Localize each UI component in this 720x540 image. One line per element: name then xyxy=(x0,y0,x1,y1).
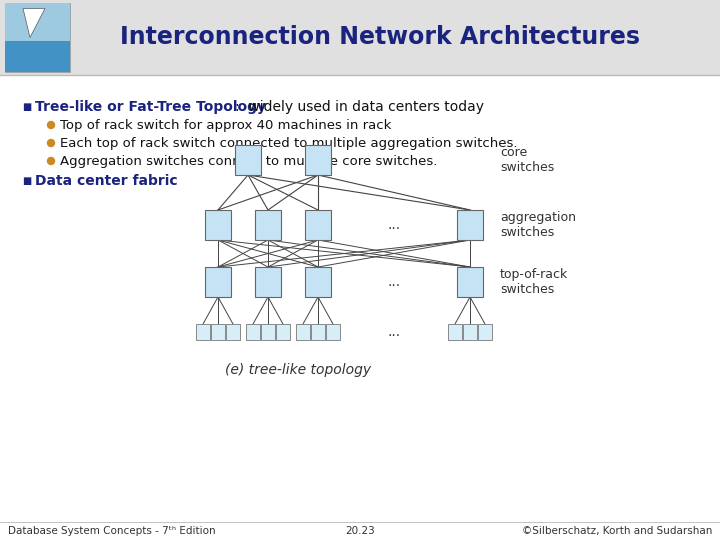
Bar xyxy=(196,324,210,340)
Bar xyxy=(211,324,225,340)
Text: Data center fabric: Data center fabric xyxy=(35,174,178,188)
Text: ■: ■ xyxy=(22,176,32,186)
Bar xyxy=(305,210,331,240)
Bar xyxy=(478,324,492,340)
Bar xyxy=(448,324,462,340)
Bar xyxy=(226,324,240,340)
Text: Tree-like or Fat-Tree Topology: Tree-like or Fat-Tree Topology xyxy=(35,100,266,114)
Text: :  widely used in data centers today: : widely used in data centers today xyxy=(235,100,484,114)
Bar xyxy=(326,324,340,340)
Bar xyxy=(311,324,325,340)
Bar xyxy=(296,324,310,340)
Text: ...: ... xyxy=(387,218,400,232)
Bar xyxy=(261,324,275,340)
Text: Interconnection Network Architectures: Interconnection Network Architectures xyxy=(120,25,640,50)
Bar xyxy=(255,267,281,297)
Text: 20.23: 20.23 xyxy=(345,526,375,536)
Bar xyxy=(255,210,281,240)
Bar xyxy=(205,210,231,240)
Text: (e) tree-like topology: (e) tree-like topology xyxy=(225,363,371,377)
Text: ■: ■ xyxy=(22,102,32,112)
Text: ...: ... xyxy=(387,275,400,289)
Bar xyxy=(205,267,231,297)
Polygon shape xyxy=(23,9,45,37)
Text: aggregation
switches: aggregation switches xyxy=(500,211,576,239)
Bar xyxy=(5,41,70,72)
Circle shape xyxy=(48,158,55,165)
Text: Aggregation switches connect to multiple core switches.: Aggregation switches connect to multiple… xyxy=(60,154,437,167)
Bar xyxy=(305,267,331,297)
Bar xyxy=(0,0,720,75)
Bar xyxy=(5,3,70,41)
Bar xyxy=(457,267,483,297)
Text: Top of rack switch for approx 40 machines in rack: Top of rack switch for approx 40 machine… xyxy=(60,118,392,132)
Text: ...: ... xyxy=(387,325,400,339)
Bar xyxy=(246,324,260,340)
Text: core
switches: core switches xyxy=(500,146,554,174)
Text: Database System Concepts - 7ᵗʰ Edition: Database System Concepts - 7ᵗʰ Edition xyxy=(8,526,215,536)
Bar xyxy=(235,145,261,175)
Circle shape xyxy=(48,122,55,129)
Circle shape xyxy=(48,139,55,146)
Text: ©Silberschatz, Korth and Sudarshan: ©Silberschatz, Korth and Sudarshan xyxy=(521,526,712,536)
Bar xyxy=(463,324,477,340)
Bar xyxy=(276,324,290,340)
Bar xyxy=(5,3,70,72)
Text: Each top of rack switch connected to multiple aggregation switches.: Each top of rack switch connected to mul… xyxy=(60,137,518,150)
Bar xyxy=(457,210,483,240)
Text: top-of-rack
switches: top-of-rack switches xyxy=(500,268,568,296)
Bar xyxy=(305,145,331,175)
